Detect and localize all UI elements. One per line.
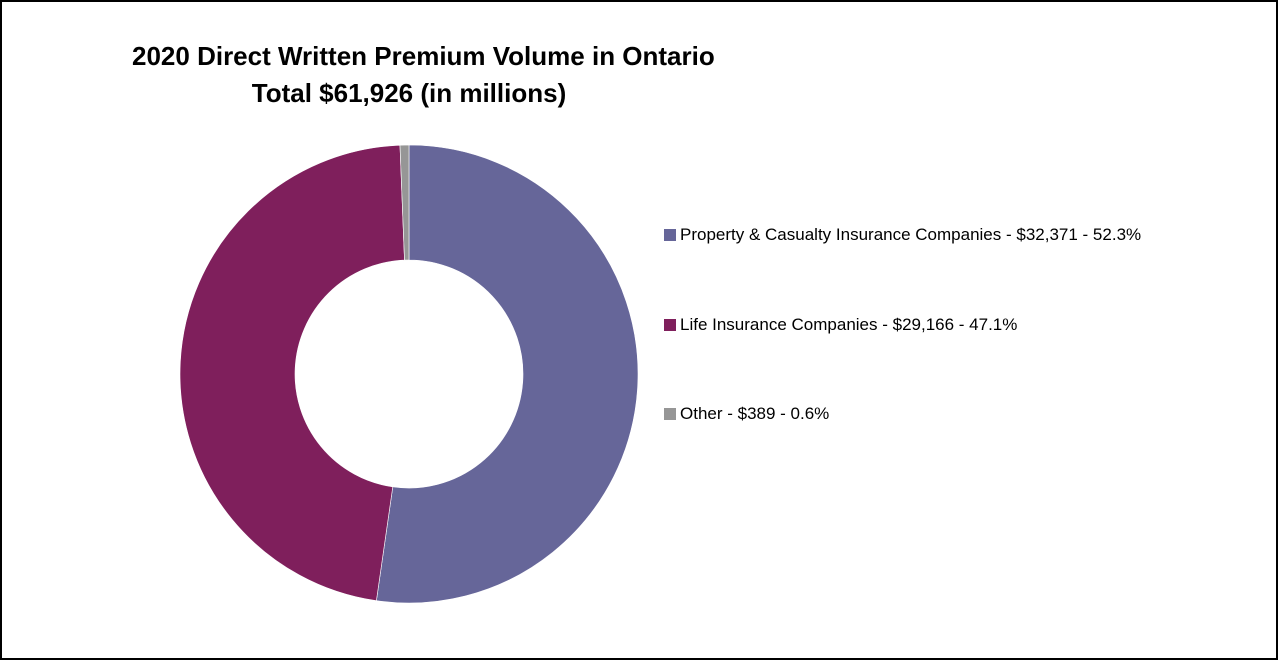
chart-title: 2020 Direct Written Premium Volume in On… bbox=[132, 38, 715, 112]
legend-item-property-casualty: Property & Casualty Insurance Companies … bbox=[664, 225, 1141, 245]
donut-slice-life-insurance bbox=[179, 144, 405, 602]
legend-item-other: Other - $389 - 0.6% bbox=[664, 404, 829, 424]
legend-swatch bbox=[664, 229, 676, 241]
legend-label: Life Insurance Companies - $29,166 - 47.… bbox=[680, 315, 1018, 334]
donut-slice-other bbox=[399, 144, 410, 261]
donut-slice-property-casualty bbox=[376, 144, 639, 604]
donut-chart bbox=[179, 144, 639, 604]
legend-label: Property & Casualty Insurance Companies … bbox=[680, 225, 1142, 244]
legend-item-life-insurance: Life Insurance Companies - $29,166 - 47.… bbox=[664, 315, 1017, 335]
legend-swatch bbox=[664, 408, 676, 420]
chart-title-line-1: 2020 Direct Written Premium Volume in On… bbox=[132, 41, 715, 71]
legend-label: Other - $389 - 0.6% bbox=[680, 404, 830, 423]
legend-swatch bbox=[664, 319, 676, 331]
chart-title-line-2: Total $61,926 (in millions) bbox=[251, 78, 567, 108]
